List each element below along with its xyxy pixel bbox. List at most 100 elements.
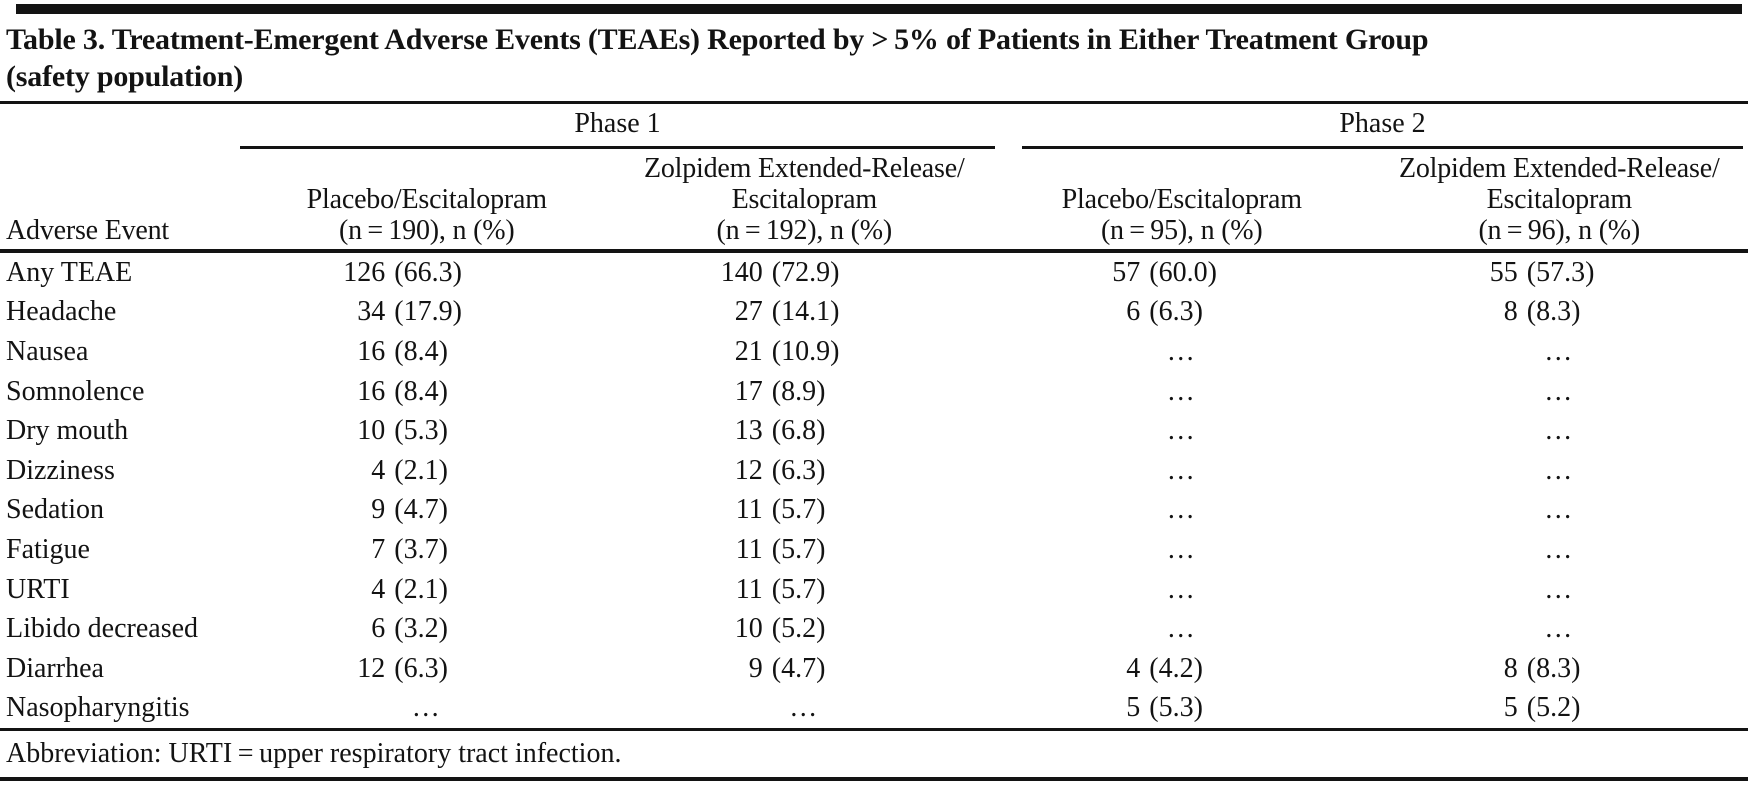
table-cell: 6 (6.3) bbox=[993, 296, 1371, 328]
count-value: 10 bbox=[357, 415, 386, 447]
table-cell: 12 (6.3) bbox=[616, 455, 994, 487]
table-row: Diarrhea 12 (6.3) 9 (4.7) 4 (4.2) 8 (8.3) bbox=[0, 649, 1748, 689]
ellipsis-value: … bbox=[1544, 454, 1575, 486]
bottom-rule bbox=[0, 777, 1748, 782]
ellipsis-value: … bbox=[1544, 335, 1575, 367]
table-row: Libido decreased 6 (3.2) 10 (5.2)…… bbox=[0, 609, 1748, 649]
count-value: 16 bbox=[357, 335, 386, 367]
ellipsis-value: … bbox=[1544, 613, 1575, 645]
header-line: Placebo/Escitalopram bbox=[1061, 184, 1302, 215]
ellipsis-value: … bbox=[1544, 375, 1575, 407]
row-label: Dry mouth bbox=[6, 415, 129, 447]
count-value: 126 bbox=[343, 256, 386, 288]
table-row: URTI 4 (2.1) 11 (5.7)…… bbox=[0, 570, 1748, 610]
table-cell: … bbox=[1371, 494, 1748, 526]
count-value: 5 bbox=[1126, 692, 1141, 724]
ellipsis-value: … bbox=[1544, 415, 1575, 447]
phase-spanner-rules bbox=[0, 146, 1748, 149]
percent-value: (17.9) bbox=[394, 296, 462, 328]
count-value: 11 bbox=[735, 533, 763, 565]
row-label: Nasopharyngitis bbox=[6, 692, 190, 724]
header-line: (n = 95), n (%) bbox=[1100, 215, 1263, 246]
count-value: 13 bbox=[734, 415, 763, 447]
ellipsis-value: … bbox=[789, 692, 820, 724]
table-row: Headache 34 (17.9) 27 (14.1) 6 (6.3) 8 (8.3) bbox=[0, 293, 1748, 333]
percent-value: (4.7) bbox=[771, 652, 826, 684]
table-cell: 9 (4.7) bbox=[238, 494, 616, 526]
table-cell: 55 (57.3) bbox=[1371, 257, 1748, 289]
column-header-row: Adverse Event Placebo/Escitalopram (n = … bbox=[0, 153, 1748, 246]
row-label: Fatigue bbox=[6, 533, 90, 565]
header-line: Escitalopram bbox=[731, 184, 878, 215]
row-label: Nausea bbox=[6, 335, 89, 367]
percent-value: (8.3) bbox=[1526, 652, 1581, 684]
table-cell: … bbox=[993, 574, 1371, 606]
percent-value: (6.3) bbox=[771, 454, 826, 486]
footnote-rule bbox=[0, 728, 1748, 732]
table-cell: … bbox=[1371, 613, 1748, 645]
table-cell: 8 (8.3) bbox=[1371, 653, 1748, 685]
table-body: Any TEAE 126 (66.3) 140 (72.9) 57 (60.0) 55 (57.… bbox=[0, 253, 1748, 728]
percent-value: (5.7) bbox=[771, 533, 826, 565]
table-cell: 10 (5.3) bbox=[238, 415, 616, 447]
count-value: 4 bbox=[1126, 652, 1141, 684]
header-line: Zolpidem Extended-Release/ bbox=[643, 153, 965, 184]
header-line: Adverse Event bbox=[6, 215, 170, 246]
count-value: 9 bbox=[371, 494, 386, 526]
ellipsis-value: … bbox=[1166, 613, 1197, 645]
table-cell: … bbox=[993, 455, 1371, 487]
table-cell: … bbox=[993, 336, 1371, 368]
table-cell: 7 (3.7) bbox=[238, 534, 616, 566]
table-cell: 17 (8.9) bbox=[616, 376, 994, 408]
row-label: Dizziness bbox=[6, 454, 115, 486]
ellipsis-value: … bbox=[1166, 415, 1197, 447]
percent-value: (4.7) bbox=[394, 494, 448, 526]
table-cell: … bbox=[1371, 336, 1748, 368]
row-label: Libido decreased bbox=[6, 613, 199, 645]
title-rule bbox=[0, 101, 1748, 104]
ellipsis-value: … bbox=[1544, 494, 1575, 526]
row-label: Somnolence bbox=[6, 375, 145, 407]
ellipsis-value: … bbox=[1166, 573, 1197, 605]
table-cell: … bbox=[993, 534, 1371, 566]
percent-value: (5.7) bbox=[771, 494, 826, 526]
count-value: 16 bbox=[357, 375, 386, 407]
table-row: Nausea 16 (8.4) 21 (10.9)…… bbox=[0, 332, 1748, 372]
column-header-phase2-placebo: Placebo/Escitalopram (n = 95), n (%) bbox=[993, 153, 1371, 246]
row-label: URTI bbox=[6, 573, 70, 605]
table-cell: 126 (66.3) bbox=[238, 257, 616, 289]
count-value: 12 bbox=[734, 454, 763, 486]
header-line bbox=[238, 153, 616, 184]
row-label: Any TEAE bbox=[6, 256, 133, 288]
table-title: Table 3. Treatment-Emergent Adverse Even… bbox=[0, 14, 1748, 95]
phase-1-label: Phase 1 bbox=[574, 108, 661, 139]
table-cell: … bbox=[993, 415, 1371, 447]
table-title-line-1: Table 3. Treatment-Emergent Adverse Even… bbox=[6, 23, 1429, 56]
table-cell: 16 (8.4) bbox=[238, 376, 616, 408]
phase-2-label: Phase 2 bbox=[1339, 108, 1426, 139]
ellipsis-value: … bbox=[1166, 533, 1197, 565]
table-title-line-2: (safety population) bbox=[6, 60, 244, 93]
header-line bbox=[993, 153, 1371, 184]
table-cell: 6 (3.2) bbox=[238, 613, 616, 645]
percent-value: (60.0) bbox=[1149, 256, 1217, 288]
count-value: 55 bbox=[1489, 256, 1518, 288]
phase-header-row: Phase 1 Phase 2 bbox=[0, 104, 1748, 141]
table-cell: 34 (17.9) bbox=[238, 296, 616, 328]
count-value: 7 bbox=[371, 533, 386, 565]
table-cell: … bbox=[238, 692, 616, 724]
table-row: Any TEAE 126 (66.3) 140 (72.9) 57 (60.0) 55 (57.… bbox=[0, 253, 1748, 293]
count-value: 21 bbox=[734, 335, 763, 367]
ellipsis-value: … bbox=[1544, 533, 1575, 565]
count-value: 27 bbox=[734, 296, 763, 328]
percent-value: (4.2) bbox=[1149, 652, 1203, 684]
percent-value: (5.7) bbox=[771, 573, 826, 605]
header-line bbox=[6, 184, 238, 215]
table-cell: … bbox=[993, 376, 1371, 408]
table-cell: … bbox=[1371, 455, 1748, 487]
header-line bbox=[6, 153, 238, 184]
percent-value: (2.1) bbox=[394, 454, 448, 486]
count-value: 4 bbox=[371, 454, 386, 486]
top-bar bbox=[16, 4, 1742, 14]
